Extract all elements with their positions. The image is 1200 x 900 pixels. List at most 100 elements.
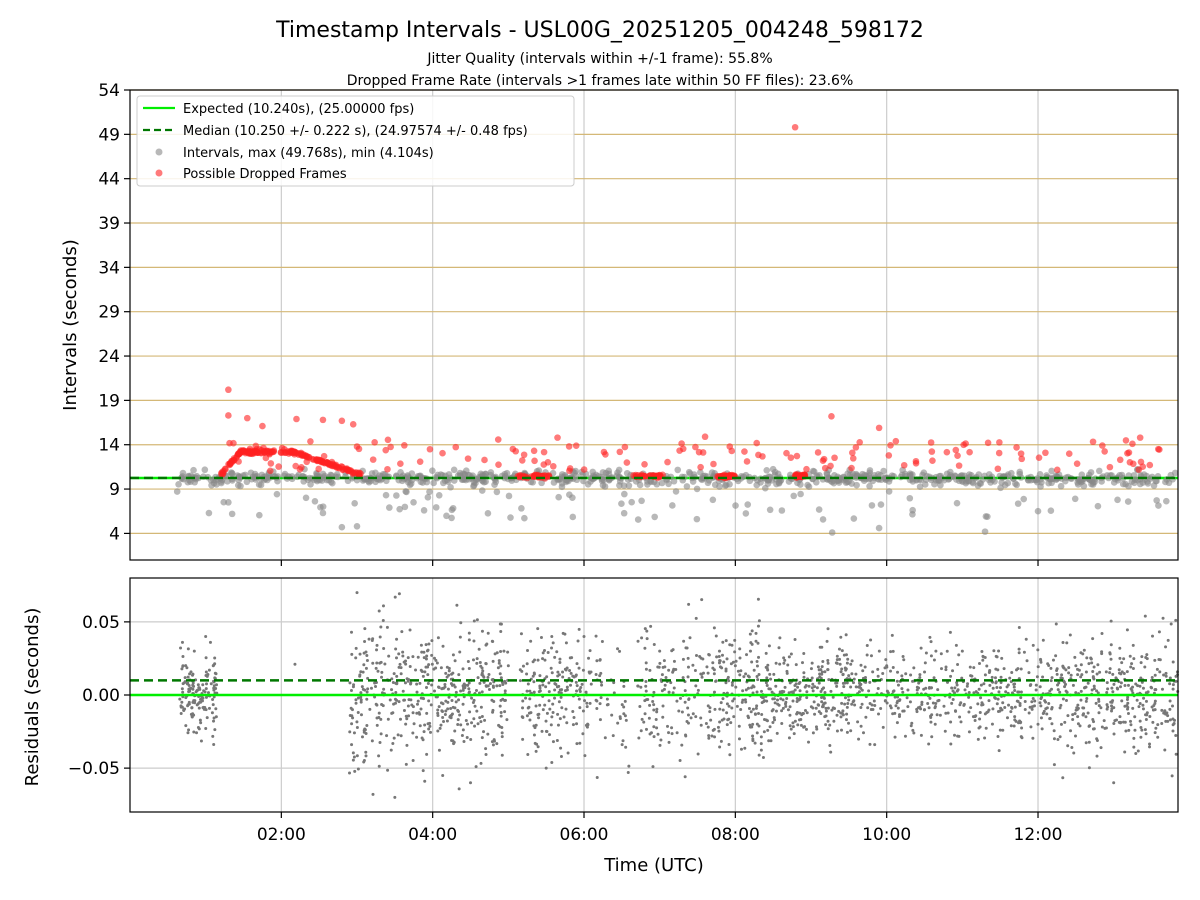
residual-point: [532, 690, 536, 694]
residual-point: [363, 639, 367, 643]
residual-point: [425, 649, 429, 653]
residual-point: [798, 689, 802, 693]
residual-point: [1131, 643, 1135, 647]
residual-point: [889, 669, 893, 673]
residual-point: [917, 681, 921, 685]
residual-point: [850, 659, 854, 663]
residual-point: [1112, 781, 1116, 785]
residual-point: [660, 689, 664, 693]
residual-point: [803, 685, 807, 689]
residual-point: [1017, 651, 1021, 655]
residual-point: [395, 681, 399, 685]
residual-point: [793, 637, 797, 641]
dropped-frame-point: [710, 460, 717, 468]
residual-point: [751, 739, 755, 743]
residual-point: [526, 682, 530, 686]
residual-point: [983, 736, 987, 740]
residual-point: [909, 673, 913, 677]
residual-point: [659, 738, 663, 742]
residual-point: [868, 742, 872, 746]
residual-point: [788, 705, 792, 709]
residual-point: [399, 666, 403, 670]
residual-point: [711, 661, 715, 665]
residual-point: [889, 650, 893, 654]
residual-point: [544, 719, 548, 723]
residual-point: [180, 667, 184, 671]
residual-point: [638, 705, 642, 709]
dropped-frame-point: [856, 438, 863, 446]
dropped-frame-point: [692, 443, 699, 451]
residual-point: [425, 752, 429, 756]
residual-point: [368, 707, 372, 711]
interval-point: [447, 483, 454, 491]
residual-point: [482, 675, 486, 679]
residual-point: [788, 713, 792, 717]
residual-point: [717, 649, 721, 653]
residual-point: [670, 732, 674, 736]
dropped-frame-point: [230, 439, 237, 447]
residual-point: [1137, 705, 1141, 709]
residual-point: [767, 739, 771, 743]
residual-point: [1076, 703, 1080, 707]
dropped-frame-point: [814, 449, 822, 456]
interval-point: [450, 466, 458, 474]
residual-point: [538, 686, 542, 690]
residual-point: [824, 723, 828, 727]
residual-point: [399, 672, 403, 676]
residual-point: [826, 727, 830, 731]
residual-point: [620, 743, 624, 747]
residual-point: [411, 711, 415, 715]
dropped-frame-point: [262, 454, 270, 462]
residual-point: [1153, 731, 1157, 735]
residual-point: [1012, 724, 1016, 728]
residual-point: [783, 658, 787, 662]
residual-point: [583, 754, 587, 758]
residual-point: [765, 684, 769, 688]
dropped-frame-point: [315, 465, 322, 473]
residual-point: [1109, 643, 1113, 647]
residual-point: [470, 696, 474, 700]
residual-point: [466, 659, 470, 663]
interval-point: [555, 493, 562, 501]
interval-point: [1144, 478, 1151, 485]
residual-point: [1100, 632, 1104, 636]
residual-point: [1166, 638, 1170, 642]
residual-point: [380, 670, 384, 674]
residual-point: [944, 711, 948, 715]
residual-point: [691, 712, 695, 716]
residual-point: [1086, 681, 1090, 685]
dropped-frame-point: [397, 460, 404, 468]
residual-point: [532, 680, 536, 684]
residual-point: [457, 673, 461, 677]
dropped-frame-point: [314, 456, 321, 464]
residual-point: [546, 650, 550, 654]
interval-point: [881, 474, 889, 482]
residual-point: [707, 734, 711, 738]
residual-point: [924, 651, 928, 655]
residual-point: [854, 685, 858, 689]
residual-point: [206, 691, 210, 695]
residual-point: [210, 711, 214, 715]
residual-point: [1135, 698, 1139, 702]
residual-point: [824, 706, 828, 710]
residual-point: [976, 702, 980, 706]
interval-point: [484, 510, 492, 517]
residual-point: [997, 749, 1001, 753]
interval-point: [1095, 467, 1103, 475]
residual-point: [1052, 763, 1056, 767]
residual-point: [1125, 698, 1129, 702]
residual-point: [364, 754, 368, 758]
residual-point: [375, 703, 379, 707]
residual-point: [598, 718, 602, 722]
residual-point: [1045, 706, 1049, 710]
residual-point: [845, 661, 849, 665]
residual-point: [873, 743, 877, 747]
dropped-frame-point: [382, 446, 390, 454]
residual-point: [923, 708, 927, 712]
residual-point: [500, 735, 504, 739]
residual-point: [869, 654, 873, 658]
residual-point: [919, 646, 923, 650]
residual-point: [370, 638, 374, 642]
residual-point: [1005, 716, 1009, 720]
